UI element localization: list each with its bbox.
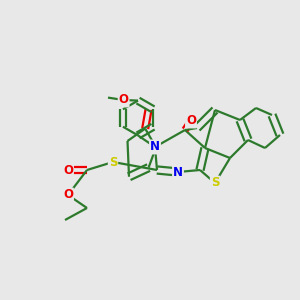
Text: O: O xyxy=(63,164,73,176)
Text: N: N xyxy=(150,140,160,154)
Text: N: N xyxy=(173,166,183,178)
Text: O: O xyxy=(186,115,196,128)
Text: S: S xyxy=(211,176,219,190)
Text: O: O xyxy=(118,94,129,106)
Text: S: S xyxy=(109,155,117,169)
Text: O: O xyxy=(63,188,73,202)
